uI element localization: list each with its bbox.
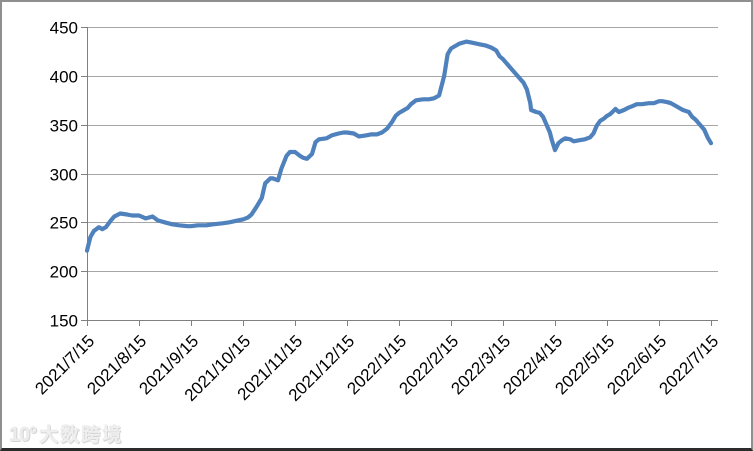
y-axis-tick-label: 250 xyxy=(50,214,78,233)
price-line xyxy=(84,39,714,253)
y-axis-tick-label: 200 xyxy=(50,263,78,282)
y-axis-tick-label: 350 xyxy=(50,117,78,136)
y-axis-tick-label: 300 xyxy=(50,166,78,185)
y-axis-tick-label: 450 xyxy=(50,19,78,38)
y-axis-tick-label: 400 xyxy=(50,68,78,87)
y-axis-tick-label: 150 xyxy=(50,312,78,331)
